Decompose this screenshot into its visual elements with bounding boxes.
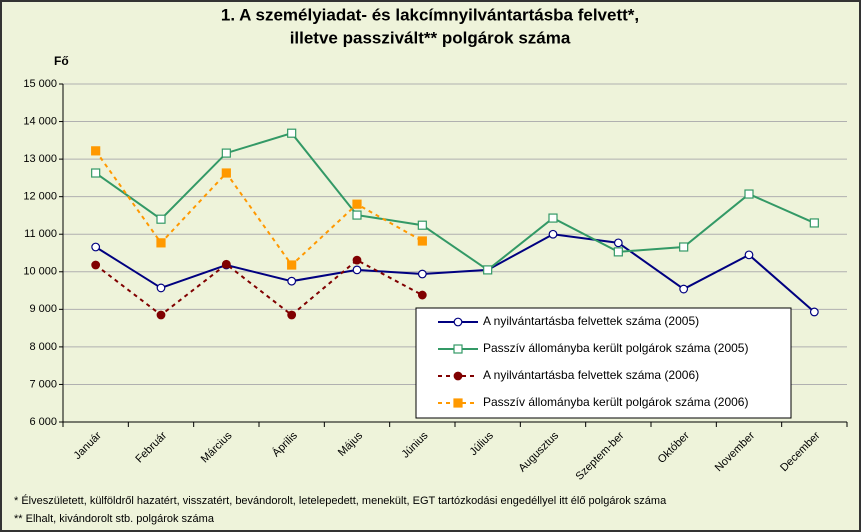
marker	[221, 168, 231, 178]
marker	[679, 284, 689, 294]
marker	[156, 238, 166, 248]
y-tick-label: 8 000	[29, 341, 57, 353]
marker	[91, 168, 101, 178]
footnote: * Élveszületett, külföldről hazatért, vi…	[14, 494, 667, 507]
y-tick-label: 13 000	[23, 153, 57, 165]
y-tick-label: 10 000	[23, 266, 57, 278]
legend-marker	[453, 398, 463, 408]
legend-label: Passzív állományba került polgárok száma…	[483, 341, 748, 355]
legend-label: A nyilvántartásba felvettek száma (2006)	[483, 368, 699, 382]
x-tick-label: Január	[72, 429, 105, 462]
marker	[483, 265, 493, 275]
x-tick-label: Február	[133, 429, 169, 465]
marker	[156, 283, 166, 293]
marker	[417, 290, 427, 300]
marker	[613, 238, 623, 248]
marker	[417, 236, 427, 246]
y-tick-label: 6 000	[29, 416, 57, 428]
marker	[91, 260, 101, 270]
marker	[613, 247, 623, 257]
marker	[91, 242, 101, 252]
y-tick-label: 9 000	[29, 303, 57, 315]
marker	[744, 250, 754, 260]
x-tick-label: Október	[656, 429, 692, 465]
x-tick-label: Augusztus	[516, 429, 561, 474]
marker	[548, 229, 558, 239]
marker	[287, 260, 297, 270]
marker	[156, 310, 166, 320]
chart-title: 1. A személyiadat- és lakcímnyilvántartá…	[221, 5, 639, 24]
marker	[352, 255, 362, 265]
legend-marker	[453, 317, 463, 327]
series-line	[95, 132, 815, 272]
x-tick-label: December	[778, 429, 823, 474]
y-axis-label: Fő	[54, 54, 69, 68]
legend-label: A nyilvántartásba felvettek száma (2005)	[483, 314, 699, 328]
y-tick-label: 12 000	[23, 191, 57, 203]
marker	[287, 276, 297, 286]
marker	[156, 214, 166, 224]
y-tick-label: 7 000	[29, 378, 57, 390]
marker	[679, 242, 689, 252]
chart-title: illetve passzivált** polgárok száma	[290, 28, 571, 47]
marker	[352, 210, 362, 220]
marker	[417, 220, 427, 230]
y-tick-label: 14 000	[23, 115, 57, 127]
series-line	[95, 233, 815, 313]
legend-marker	[453, 371, 463, 381]
x-tick-label: Március	[199, 429, 235, 465]
marker	[548, 213, 558, 223]
marker	[91, 146, 101, 156]
legend-label: Passzív állományba került polgárok száma…	[483, 395, 748, 409]
marker	[417, 269, 427, 279]
y-tick-label: 15 000	[23, 78, 57, 90]
x-tick-label: Május	[336, 429, 366, 459]
marker	[352, 199, 362, 209]
footnote: ** Elhalt, kivándorolt stb. polgárok szá…	[14, 513, 215, 525]
marker	[352, 265, 362, 275]
y-tick-label: 11 000	[24, 228, 57, 240]
series-line	[94, 150, 423, 267]
series-line	[95, 258, 423, 317]
marker	[287, 128, 297, 138]
x-tick-label: Július	[467, 429, 496, 458]
x-tick-label: November	[713, 429, 758, 474]
legend-box	[415, 307, 792, 419]
marker	[221, 259, 231, 269]
marker	[287, 310, 297, 320]
marker	[809, 218, 819, 228]
marker	[221, 148, 231, 158]
marker	[744, 189, 754, 199]
x-tick-label: Június	[400, 429, 431, 460]
x-tick-label: Április	[269, 429, 300, 460]
legend-marker	[453, 344, 463, 354]
marker	[809, 307, 819, 317]
x-tick-label: Szeptem-ber	[573, 429, 626, 482]
